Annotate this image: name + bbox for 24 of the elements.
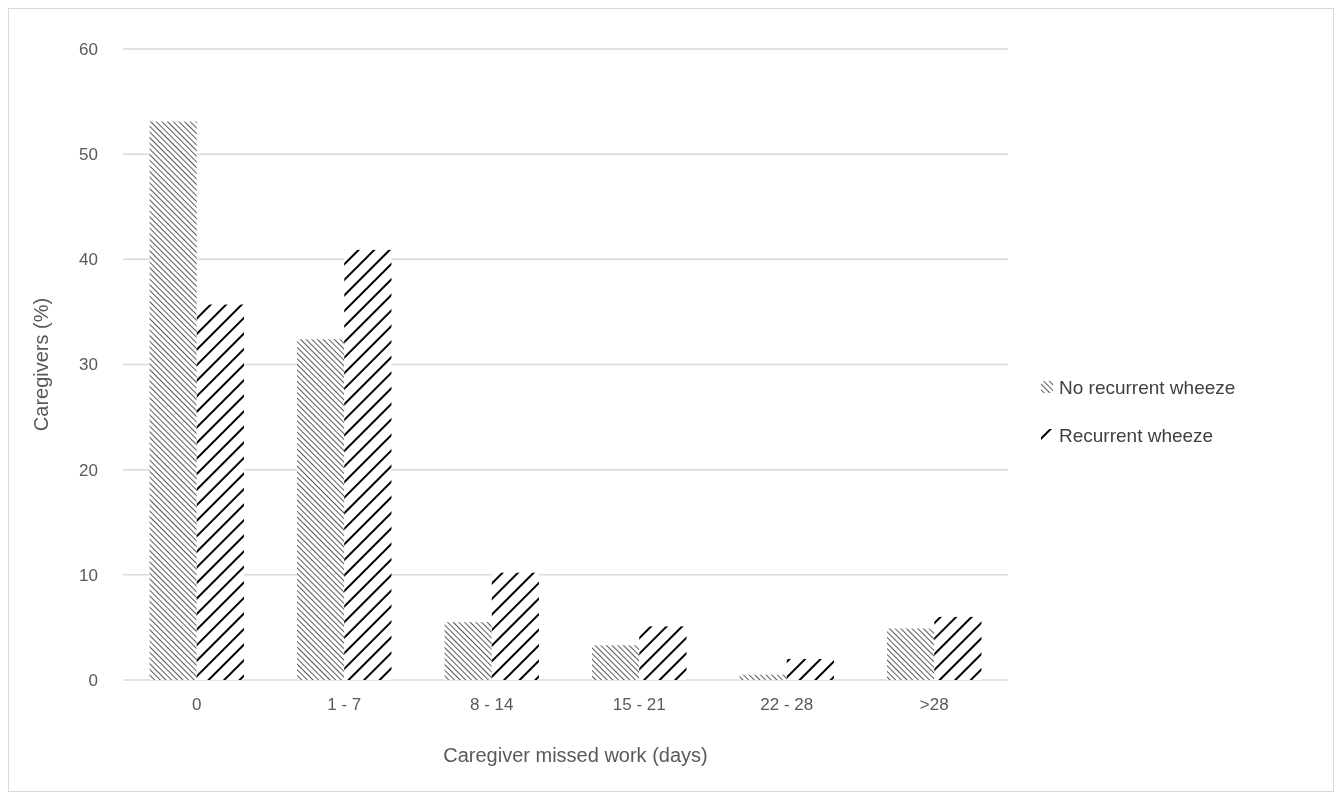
x-tick-label: 8 - 14 [470,695,514,714]
bar [592,645,640,680]
y-tick-label: 40 [79,250,98,270]
x-tick-label: 1 - 7 [327,695,362,714]
bar [149,121,197,680]
x-tick-label: 22 - 28 [760,695,814,714]
bar [739,674,787,680]
legend-label: No recurrent wheeze [1059,376,1236,398]
x-tick-label: 15 - 21 [612,695,666,714]
y-tick-label: 10 [79,565,98,585]
y-tick-label: 50 [79,145,98,165]
y-axis-title: Caregivers (%) [30,297,52,432]
x-tick-label: >28 [919,695,949,714]
bar [786,658,834,680]
bar [887,628,935,680]
y-tick-label: 20 [79,460,98,480]
legend-label: Recurrent wheeze [1059,424,1214,446]
x-tick-label: 0 [192,695,202,714]
y-tick-label: 60 [79,39,98,59]
y-tick-label: 0 [88,670,98,690]
x-axis-title: Caregiver missed work (days) [443,744,708,766]
y-tick-label: 30 [79,355,98,375]
bar [444,622,492,680]
bar [297,339,345,680]
